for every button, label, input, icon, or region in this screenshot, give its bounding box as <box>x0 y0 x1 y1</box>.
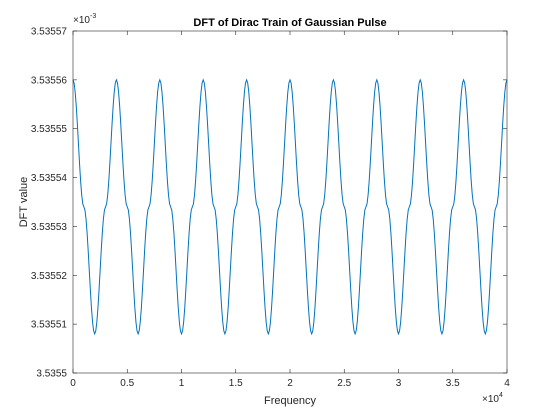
y-tick-label: 3.53551 <box>31 320 68 331</box>
y-tick-label: 3.53557 <box>31 27 68 38</box>
x-tick-label: 0.5 <box>120 378 134 389</box>
axes-box <box>72 30 508 374</box>
x-axis-exponent: ×10 4 <box>482 392 503 405</box>
x-tick-label: 0 <box>70 378 76 389</box>
x-tick-labels: 0 0.5 1 1.5 2 2.5 3 3.5 4 <box>70 378 510 389</box>
chart-title: DFT of Dirac Train of Gaussian Pulse <box>193 17 386 29</box>
y-tick-label: 3.53552 <box>31 271 68 282</box>
series-line-dft <box>72 78 508 336</box>
y-tick-label: 3.53555 <box>31 124 68 135</box>
y-axis-exponent: ×10 -3 <box>73 13 96 26</box>
x-axis-label: Frequency <box>264 395 316 407</box>
y-tick-label: 3.53553 <box>31 222 68 233</box>
x-tick-label: 1.5 <box>229 378 243 389</box>
x-exponent-power: 4 <box>499 392 503 399</box>
y-exponent-base: ×10 <box>73 15 90 26</box>
plot-area <box>73 31 507 373</box>
y-tick-labels: 3.5355 3.53551 3.53552 3.53553 3.53554 3.5355… <box>31 27 68 380</box>
y-tick-label: 3.5355 <box>36 369 67 380</box>
x-tick-label: 1 <box>179 378 185 389</box>
x-tick-label: 2 <box>287 378 293 389</box>
x-tick-label: 3.5 <box>446 378 460 389</box>
y-exponent-power: -3 <box>90 13 96 20</box>
x-tick-label: 4 <box>504 378 510 389</box>
y-axis-label: DFT value <box>18 177 30 228</box>
x-tick-label: 3 <box>396 378 402 389</box>
y-tick-label: 3.53554 <box>31 173 68 184</box>
x-exponent-base: ×10 <box>482 394 499 405</box>
y-tick-label: 3.53556 <box>31 75 68 86</box>
x-tick-label: 2.5 <box>337 378 351 389</box>
